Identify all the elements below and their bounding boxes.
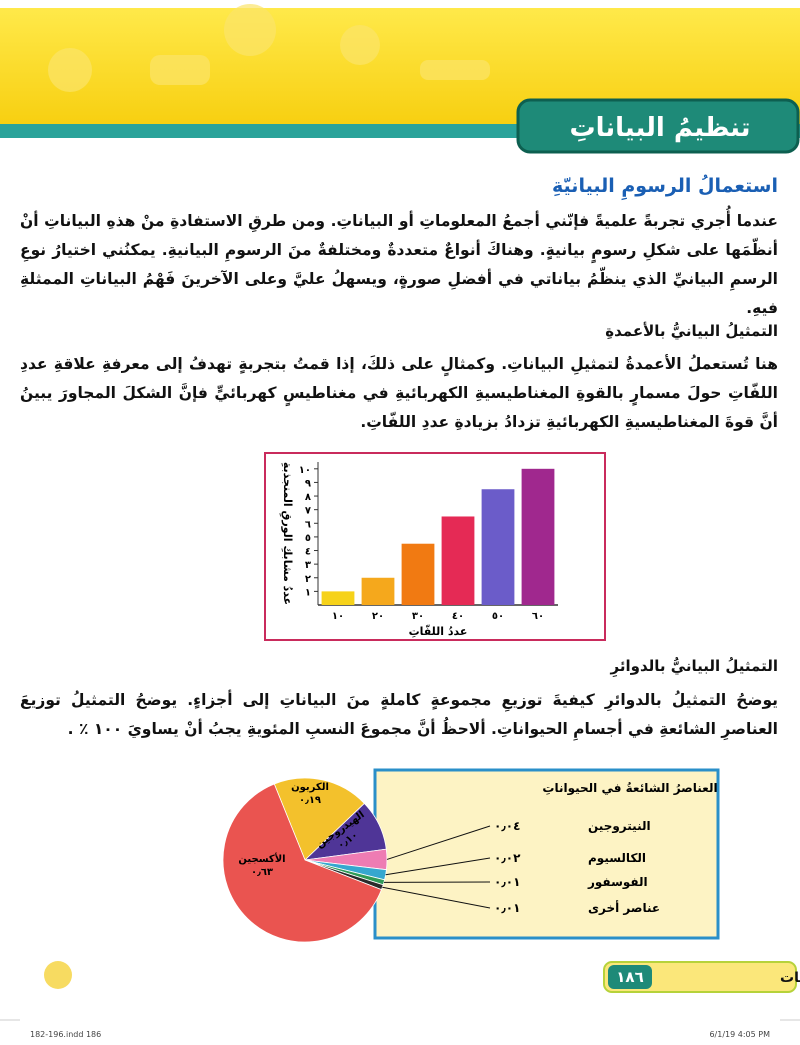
intro-paragraph: عندما أُجري تجربةً علميةً فإنّني أجمعُ ا… [20, 212, 778, 317]
pie-heading: التمثيلُ البيانيُّ بالدوائرِ [610, 657, 778, 675]
bar [441, 516, 475, 605]
y-tick-label: ٣ [305, 560, 311, 571]
bars-paragraph: هنا تُستعملُ الأعمدةُ لتمثيلِ البياناتِ.… [20, 355, 778, 431]
bar [321, 591, 355, 605]
x-tick-label: ٤٠ [452, 611, 464, 622]
bars-heading: التمثيلُ البيانيُّ بالأعمدةِ [605, 322, 778, 340]
pie-slice [222, 783, 382, 943]
slice-value: ٠٫٠١ [494, 875, 520, 889]
footer-section: تنظيم البيانات [780, 970, 800, 986]
slice-label: الأكسجين ٠٫٦٣ [238, 852, 285, 878]
y-tick-label: ٧ [305, 506, 311, 517]
pie-title: العناصرُ الشائعةُ في الحيواناتِ [542, 781, 717, 796]
header-banner: تنظيمُ البياناتِ [0, 4, 800, 154]
bar [521, 468, 555, 605]
bar [401, 543, 435, 605]
y-tick-label: ١٠ [299, 465, 311, 476]
bar [481, 489, 515, 605]
slice-value: ٠٫٠٤ [494, 819, 520, 833]
slice-name: عناصر أخرى [588, 900, 660, 915]
footer: ١٨٦ تنظيم البيانات 182-196.indd 186 6/1/… [0, 961, 800, 1039]
y-tick-label: ٨ [305, 492, 311, 503]
x-tick-label: ٢٠ [372, 611, 384, 622]
y-tick-label: ٢ [305, 574, 311, 585]
y-tick-label: ٦ [305, 519, 311, 530]
slice-value: ٠٫٦٣ [251, 867, 273, 878]
leader-line [382, 886, 491, 909]
y-tick-label: ٩ [305, 478, 311, 489]
pie-chart: العناصرُ الشائعةُ في الحيواناتِ الكربون ٠٫… [222, 768, 720, 943]
x-tick-label: ٥٠ [492, 611, 504, 622]
print-file: 182-196.indd 186 [30, 1030, 101, 1039]
y-tick-label: ١ [305, 587, 311, 598]
slice-name: الكالسيوم [588, 851, 646, 866]
page-title: تنظيمُ البياناتِ [569, 113, 750, 143]
slice-name: النيتروجين [588, 819, 651, 834]
x-tick-label: ٦٠ [532, 611, 544, 622]
page-number: ١٨٦ [616, 968, 643, 986]
print-date: 6/1/19 4:05 PM [709, 1030, 770, 1039]
x-tick-label: ١٠ [332, 611, 344, 622]
slice-name: الكربون [291, 782, 329, 793]
section-heading: استعمالُ الرسومِ البيانيّةِ [552, 175, 778, 197]
slice-name: الأكسجين [238, 852, 285, 865]
slice-name: الفوسفور [587, 875, 648, 890]
pie-paragraph: يوضحُ التمثيلُ بالدوائرِ كيفيةَ توزيعِ م… [20, 691, 778, 738]
slice-value: ٠٫٠١ [494, 901, 520, 915]
y-tick-label: ٥ [305, 533, 311, 544]
bar [361, 577, 395, 605]
x-axis-title: عددُ اللفّاتِ [409, 624, 468, 638]
bar-chart: ١ ٢ ٣ ٤ ٥ ٦ ٧ ٨ ٩ ١٠ ١٠ ٢٠ ٣٠ ٤٠ ٥٠ ٦٠ عددُ اللفّاتِ عددُ… [264, 452, 606, 641]
y-axis-title: عددُ مشابكِ الورقِ المنجذبةِ [279, 462, 294, 605]
leader-line [386, 825, 491, 860]
x-tick-label: ٣٠ [412, 611, 424, 622]
leader-line [385, 857, 491, 876]
slice-value: ٠٫٠٢ [494, 851, 521, 865]
slice-value: ٠٫١٩ [299, 795, 321, 806]
slice-label: الكربون ٠٫١٩ [291, 782, 329, 806]
y-tick-label: ٤ [305, 547, 311, 558]
